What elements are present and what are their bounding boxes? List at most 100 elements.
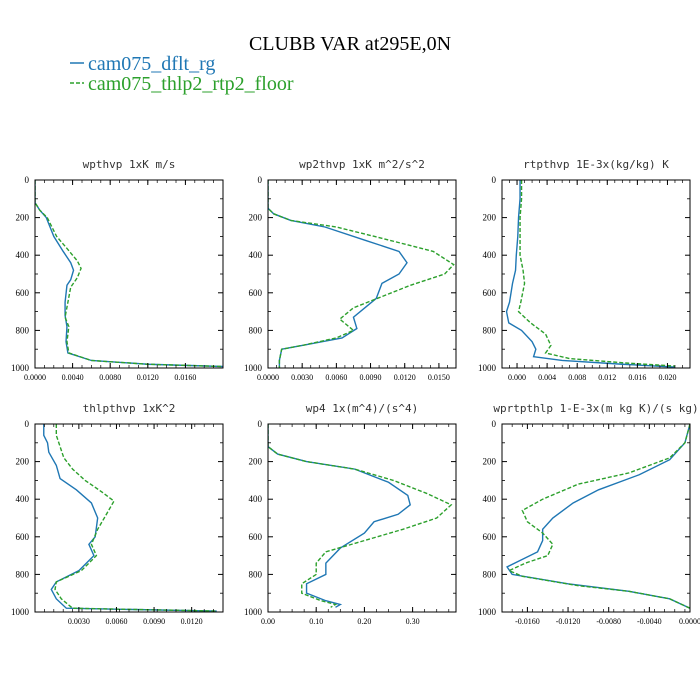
y-tick-label: 800	[483, 569, 497, 579]
figure-title: CLUBB VAR at295E,0N	[249, 33, 451, 55]
y-tick-label: 800	[483, 325, 497, 335]
x-tick-label: 0.0030	[291, 373, 313, 382]
y-tick-label: 400	[249, 494, 263, 504]
y-tick-label: 600	[249, 288, 263, 298]
panel-title: wp2thvp 1xK m^2/s^2	[299, 158, 425, 171]
series-line-thlp2-rtp2-floor	[54, 424, 217, 612]
plot-frame	[34, 423, 224, 613]
series-line-thlp2-rtp2-floor	[268, 424, 453, 608]
x-tick-label: 0.008	[568, 373, 586, 382]
x-tick-label: 0.30	[406, 617, 420, 626]
legend-entry-2: cam075_thlp2_rtp2_floor	[88, 73, 294, 95]
series-line-dflt-rg	[505, 180, 675, 368]
x-tick-label: 0.016	[628, 373, 646, 382]
panel-title: wpthvp 1xK m/s	[83, 158, 176, 171]
x-tick-label: 0.0120	[181, 617, 203, 626]
series-line-dflt-rg	[268, 180, 408, 368]
y-tick-label: 400	[483, 250, 497, 260]
x-tick-label: 0.20	[357, 617, 371, 626]
panel-title: rtpthvp 1E-3x(kg/kg) K	[523, 158, 669, 171]
y-tick-label: 400	[16, 250, 30, 260]
x-tick-label: 0.0150	[428, 373, 450, 382]
series-line-thlp2-rtp2-floor	[268, 180, 455, 368]
x-tick-label: 0.0080	[99, 373, 121, 382]
legend-entry-1: cam075_dflt_rg	[88, 53, 215, 75]
legend: cam075_dflt_rg cam075_thlp2_rtp2_floor	[70, 53, 294, 95]
panel-4: thlpthvp 1xK^2 0 200 400 600 800 1000 0.0030 0.0…	[11, 402, 224, 626]
y-tick-label: 0	[258, 175, 263, 185]
y-tick-label: 200	[249, 213, 263, 223]
series-line-thlp2-rtp2-floor	[517, 180, 676, 367]
y-tick-label: 1000	[478, 607, 497, 617]
x-tick-label: 0.000	[508, 373, 526, 382]
x-tick-label: 0.0000	[679, 617, 700, 626]
series-line-dflt-rg	[35, 180, 223, 368]
y-tick-label: 600	[483, 532, 497, 542]
y-tick-label: 600	[16, 288, 30, 298]
panel-2: wp2thvp 1xK m^2/s^2020040060080010000.00…	[244, 158, 457, 382]
series-group	[505, 180, 676, 368]
y-tick-label: 800	[249, 325, 263, 335]
y-tick-label: 1000	[244, 363, 263, 373]
x-tick-label: -0.0120	[556, 617, 581, 626]
plot-frame	[501, 423, 691, 613]
y-tick-label: 0	[492, 175, 497, 185]
y-tick-label: 400	[483, 494, 497, 504]
x-tick-label: 0.10	[309, 617, 323, 626]
y-tick-label: 600	[249, 532, 263, 542]
series-line-dflt-rg	[43, 424, 217, 612]
x-tick-label: 0.004	[538, 373, 556, 382]
y-tick-label: 800	[16, 569, 30, 579]
series-group	[43, 424, 217, 612]
x-tick-label: -0.0080	[596, 617, 621, 626]
x-tick-label: 0.0120	[137, 373, 159, 382]
panel-3: rtpthvp 1E-3x(kg/kg) K 0 200 400 600 800 1000 0…	[478, 158, 691, 382]
y-tick-label: 400	[16, 494, 30, 504]
x-tick-label: 0.0090	[360, 373, 382, 382]
x-tick-label: 0.012	[598, 373, 616, 382]
x-tick-label: 0.0000	[24, 373, 46, 382]
series-group	[268, 424, 453, 608]
y-tick-label: 1000	[478, 363, 497, 373]
y-tick-label: 1000	[244, 607, 263, 617]
x-tick-label: 0.0040	[62, 373, 84, 382]
plot-frame	[267, 179, 457, 369]
y-tick-label: 600	[483, 288, 497, 298]
plot-frame	[34, 179, 224, 369]
x-tick-label: 0.00	[261, 617, 275, 626]
y-tick-label: 200	[16, 213, 30, 223]
y-tick-label: 200	[483, 457, 497, 467]
x-tick-label: 0.0060	[105, 617, 127, 626]
y-tick-label: 0	[25, 175, 30, 185]
x-tick-label: 0.020	[658, 373, 676, 382]
y-tick-label: 200	[483, 213, 497, 223]
series-group	[506, 424, 690, 609]
y-tick-label: 1000	[11, 363, 30, 373]
y-tick-label: 400	[249, 250, 263, 260]
y-tick-label: 800	[16, 325, 30, 335]
y-tick-label: 0	[25, 419, 30, 429]
x-tick-label: 0.0000	[257, 373, 279, 382]
series-group	[268, 180, 455, 368]
y-tick-label: 1000	[11, 607, 30, 617]
panel-title: wprtpthlp 1-E-3x(m kg K)/(s kg)	[493, 402, 698, 415]
y-tick-label: 200	[16, 457, 30, 467]
series-line-thlp2-rtp2-floor	[507, 424, 690, 609]
series-group	[35, 180, 223, 368]
x-tick-label: -0.0160	[515, 617, 540, 626]
x-tick-label: 0.0160	[174, 373, 196, 382]
x-tick-label: 0.0060	[325, 373, 347, 382]
x-tick-label: 0.0120	[394, 373, 416, 382]
panel-6: wprtpthlp 1-E-3x(m kg K)/(s kg) 0 200 400 60…	[478, 402, 700, 626]
y-tick-label: 0	[258, 419, 263, 429]
panel-title: thlpthvp 1xK^2	[83, 402, 176, 415]
series-line-thlp2-rtp2-floor	[35, 180, 223, 368]
panel-title: wp4 1x(m^4)/(s^4)	[306, 402, 419, 415]
y-tick-label: 200	[249, 457, 263, 467]
x-tick-label: 0.0090	[143, 617, 165, 626]
y-tick-label: 800	[249, 569, 263, 579]
